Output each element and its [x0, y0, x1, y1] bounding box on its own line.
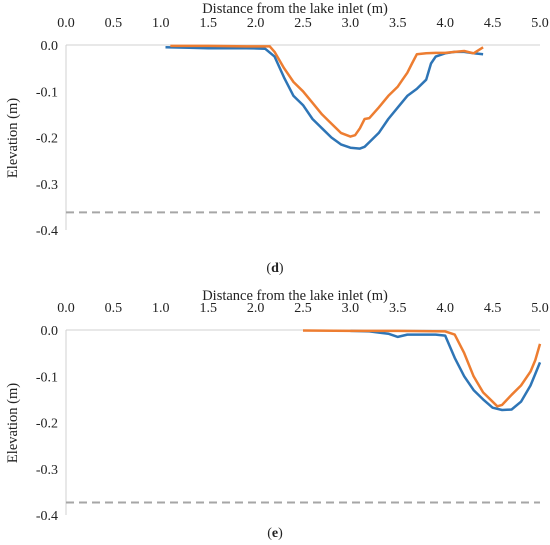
panel-e-x-tick-label: 4.0	[436, 301, 454, 316]
panel-e-y-tick-label: -0.1	[36, 370, 58, 385]
panel-e-x-tick-label: 2.5	[294, 301, 312, 316]
panel-d-series-blue-line	[165, 46, 484, 150]
panel-d-y-tick-label: -0.1	[36, 85, 58, 100]
panel-e-label-letter: e	[272, 526, 278, 541]
panel-d-x-tick-label: 1.0	[152, 16, 170, 31]
panel-d-x-tick-label: 4.0	[436, 16, 454, 31]
panel-d-x-tick-label: 2.0	[247, 16, 265, 31]
panel-e-y-tick-label: 0.0	[41, 324, 59, 339]
panel-d-x-tick-label: 0.5	[105, 16, 123, 31]
panel-d-y-tick-label: -0.2	[36, 132, 58, 147]
panel-e-x-tick-label: 4.5	[484, 301, 502, 316]
panel-d-x-tick-label: 1.5	[199, 16, 217, 31]
panel-e-label: (e)	[267, 526, 283, 541]
panel-d-x-tick-label: 3.5	[389, 16, 407, 31]
panel-d-x-axis-title: Distance from the lake inlet (m)	[202, 1, 388, 17]
panel-e-series-orange-line	[302, 329, 542, 408]
panel-d-y-axis-title: Elevation (m)	[5, 98, 21, 178]
panel-d: Distance from the lake inlet (m) Elevati…	[5, 1, 549, 276]
panel-d-y-tick-label: -0.3	[36, 178, 58, 193]
panel-d-x-tick-label: 2.5	[294, 16, 312, 31]
panel-d-x-tick-label: 0.0	[57, 16, 75, 31]
panel-d-x-tick-label: 5.0	[531, 16, 549, 31]
panel-e-x-axis-title: Distance from the lake inlet (m)	[202, 288, 388, 304]
panel-d-x-ticks: 0.0 0.5 1.0 1.5 2.0 2.5 3.0 3.5 4.0 4.5 5.0	[57, 16, 549, 31]
panel-d-y-ticks: 0.0 -0.1 -0.2 -0.3 -0.4	[36, 39, 58, 239]
panel-e-x-tick-label: 2.0	[247, 301, 265, 316]
panel-d-y-tick-label: 0.0	[41, 39, 59, 54]
panel-e-y-tick-label: -0.3	[36, 463, 58, 478]
panel-e-x-ticks: 0.0 0.5 1.0 1.5 2.0 2.5 3.0 3.5 4.0 4.5 5.0	[57, 301, 549, 316]
panel-d-x-tick-label: 3.0	[342, 16, 360, 31]
panel-e-series-blue-line	[350, 329, 542, 412]
panel-e-y-ticks: 0.0 -0.1 -0.2 -0.3 -0.4	[36, 324, 58, 524]
panel-e-y-axis-title: Elevation (m)	[5, 383, 21, 463]
panel-e: Distance from the lake inlet (m) Elevati…	[5, 288, 549, 541]
panel-d-label-letter: d	[271, 261, 279, 276]
panel-e-x-tick-label: 1.0	[152, 301, 170, 316]
panel-d-label: (d)	[266, 261, 283, 276]
panel-e-x-tick-label: 1.5	[199, 301, 217, 316]
panel-e-x-tick-label: 5.0	[531, 301, 549, 316]
panel-d-series-orange-line	[170, 44, 484, 138]
panel-e-x-tick-label: 3.0	[342, 301, 360, 316]
panel-d-x-tick-label: 4.5	[484, 16, 502, 31]
panel-e-x-tick-label: 3.5	[389, 301, 407, 316]
panel-e-x-tick-label: 0.0	[57, 301, 75, 316]
panel-e-x-tick-label: 0.5	[105, 301, 123, 316]
panel-e-y-tick-label: -0.4	[36, 509, 58, 524]
panel-e-y-tick-label: -0.2	[36, 417, 58, 432]
panel-d-y-tick-label: -0.4	[36, 224, 58, 239]
